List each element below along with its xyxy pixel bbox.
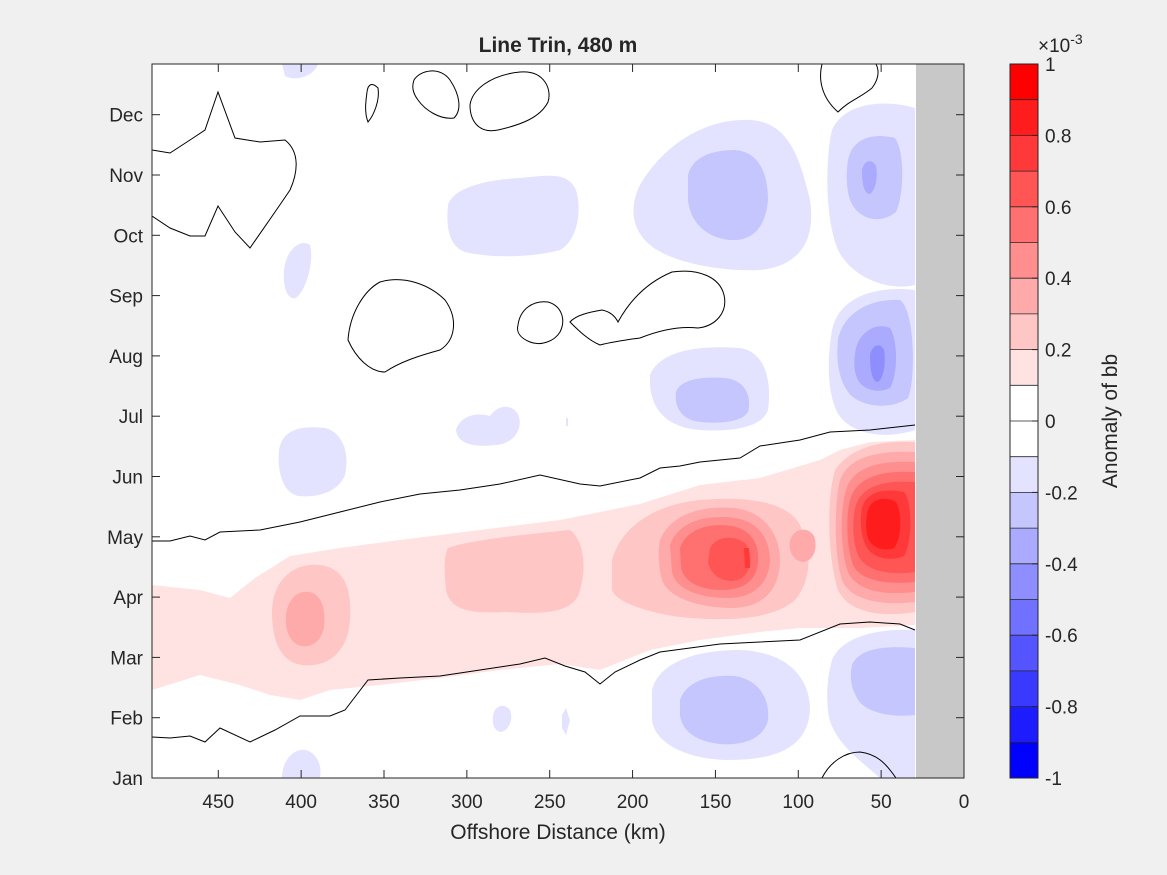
contour-dec-b bbox=[412, 70, 460, 119]
x-tick-label: 50 bbox=[871, 792, 892, 813]
x-tick-label: 100 bbox=[782, 792, 814, 813]
colorbar-swatch bbox=[1010, 492, 1038, 529]
contour-sep-250km bbox=[517, 301, 564, 345]
x-tick-label: 0 bbox=[959, 792, 970, 813]
negative-patch-feb-150km-l2 bbox=[680, 675, 769, 745]
contour-dec-c bbox=[469, 71, 550, 132]
colorbar-swatch bbox=[1010, 135, 1038, 172]
x-tick-label: 350 bbox=[368, 792, 400, 813]
colorbar-swatch bbox=[1010, 206, 1038, 243]
x-tick-label: 450 bbox=[202, 792, 234, 813]
contour-dec-a bbox=[365, 84, 379, 123]
colorbar-swatch bbox=[1010, 99, 1038, 136]
colorbar-swatch bbox=[1010, 64, 1038, 101]
colorbar-tick-label: 1 bbox=[1045, 55, 1056, 76]
y-axis: Jan Feb Mar Apr May Jun Jul Aug Sep Oct Nov Dec bbox=[107, 106, 964, 790]
contour-dec-nov bbox=[152, 90, 297, 249]
contour-jan bbox=[821, 751, 897, 778]
colorbar-swatch bbox=[1010, 349, 1038, 386]
colorbar-tick-label: -0.2 bbox=[1045, 483, 1078, 504]
axes-frame bbox=[151, 63, 965, 779]
colorbar-tick-label: -0.4 bbox=[1045, 555, 1078, 576]
y-tick-label: Sep bbox=[109, 287, 143, 308]
x-tick-label: 400 bbox=[285, 792, 317, 813]
y-tick-label: May bbox=[107, 528, 143, 549]
colorbar-swatch bbox=[1010, 456, 1038, 493]
colorbar-tick-label: 0.4 bbox=[1045, 269, 1072, 290]
negative-patch-aug-50km-l4 bbox=[870, 345, 885, 382]
contour-sep-350km bbox=[347, 279, 454, 373]
colorbar-swatch bbox=[1010, 421, 1038, 458]
negative-patch-oct-nov-300km bbox=[447, 175, 579, 257]
colorbar-swatch bbox=[1010, 563, 1038, 600]
positive-patch-260km-l2 bbox=[444, 530, 584, 613]
zero-contours bbox=[152, 64, 916, 778]
colorbar-swatch bbox=[1010, 313, 1038, 351]
y-tick-label: Aug bbox=[109, 347, 143, 368]
x-axis: 450 400 350 300 250 200 150 100 50 0 bbox=[202, 64, 969, 813]
negative-patch-jul-290km bbox=[456, 406, 520, 446]
colorbar-tick-label: 0.6 bbox=[1045, 198, 1071, 219]
positive-patch-400km-l3 bbox=[285, 591, 325, 647]
negative-patch-mar-50km-l2 bbox=[850, 647, 915, 716]
colorbar-swatch bbox=[1010, 385, 1038, 422]
colorbar-swatch bbox=[1010, 670, 1038, 708]
y-tick-label: Jul bbox=[119, 407, 143, 428]
y-tick-label: Oct bbox=[113, 226, 143, 247]
colorbar-tick-label: -0.6 bbox=[1045, 626, 1078, 647]
anomaly-field bbox=[152, 64, 915, 778]
x-tick-label: 250 bbox=[534, 792, 566, 813]
positive-patch-95km-l3 bbox=[789, 529, 816, 562]
x-tick-label: 300 bbox=[451, 792, 483, 813]
colorbar-swatch bbox=[1010, 742, 1038, 779]
negative-patch-jan-400km bbox=[282, 749, 321, 778]
y-tick-label: Apr bbox=[113, 588, 143, 609]
colorbar-swatch bbox=[1010, 635, 1038, 672]
colorbar-swatch bbox=[1010, 528, 1038, 565]
contour-dec-d bbox=[820, 64, 879, 113]
negative-patch-feb-280km bbox=[492, 705, 512, 732]
x-tick-label: 200 bbox=[617, 792, 649, 813]
colorbar-exponent: ×10-3 bbox=[1038, 31, 1083, 57]
positive-patch-150km-l6 bbox=[708, 537, 751, 581]
y-tick-label: Jun bbox=[112, 468, 143, 489]
negative-patch-dec-top bbox=[282, 64, 318, 79]
negative-patch-jun-400km bbox=[278, 427, 347, 497]
y-tick-label: Jan bbox=[112, 769, 143, 790]
x-tick-label: 150 bbox=[700, 792, 732, 813]
negative-patch-jul-spot bbox=[566, 418, 568, 426]
negative-patch-nov-150km-l2 bbox=[688, 150, 768, 241]
colorbar-swatch bbox=[1010, 706, 1038, 743]
colorbar bbox=[1010, 64, 1038, 779]
chart-title: Line Trin, 480 m bbox=[479, 34, 638, 57]
positive-patch-50km-l8 bbox=[866, 498, 901, 550]
colorbar-swatch bbox=[1010, 599, 1038, 636]
contour-upper-spring bbox=[152, 424, 916, 542]
negative-patch-sep-400km bbox=[283, 242, 312, 299]
negative-patch-nov-50km-l3 bbox=[862, 161, 877, 194]
colorbar-swatch bbox=[1010, 278, 1038, 315]
colorbar-swatch bbox=[1010, 242, 1038, 279]
positive-patch-140km-l7 bbox=[744, 548, 750, 568]
colorbar-ticks: 1 0.8 0.6 0.4 0.2 0 -0.2 -0.4 -0.6 -0.8 -1 bbox=[1032, 55, 1078, 790]
y-tick-label: Dec bbox=[109, 106, 143, 127]
colorbar-tick-label: 0.2 bbox=[1045, 341, 1071, 362]
land-mask bbox=[915, 64, 964, 778]
negative-patch-aug-150km-l2 bbox=[675, 377, 750, 423]
colorbar-tick-label: 0 bbox=[1045, 412, 1056, 433]
y-tick-label: Feb bbox=[110, 709, 143, 730]
contour-lower-spring bbox=[152, 621, 916, 743]
colorbar-tick-label: -0.8 bbox=[1045, 698, 1078, 719]
y-tick-label: Mar bbox=[110, 648, 143, 669]
colorbar-label: Anomaly of bb bbox=[1099, 354, 1122, 488]
colorbar-tick-label: -1 bbox=[1045, 769, 1062, 790]
colorbar-tick-label: 0.8 bbox=[1045, 126, 1071, 147]
colorbar-swatch bbox=[1010, 171, 1038, 208]
negative-patch-feb-240km bbox=[562, 708, 570, 735]
contour-sep-200km bbox=[569, 270, 726, 346]
y-tick-label: Nov bbox=[109, 166, 143, 187]
x-axis-label: Offshore Distance (km) bbox=[450, 821, 666, 844]
